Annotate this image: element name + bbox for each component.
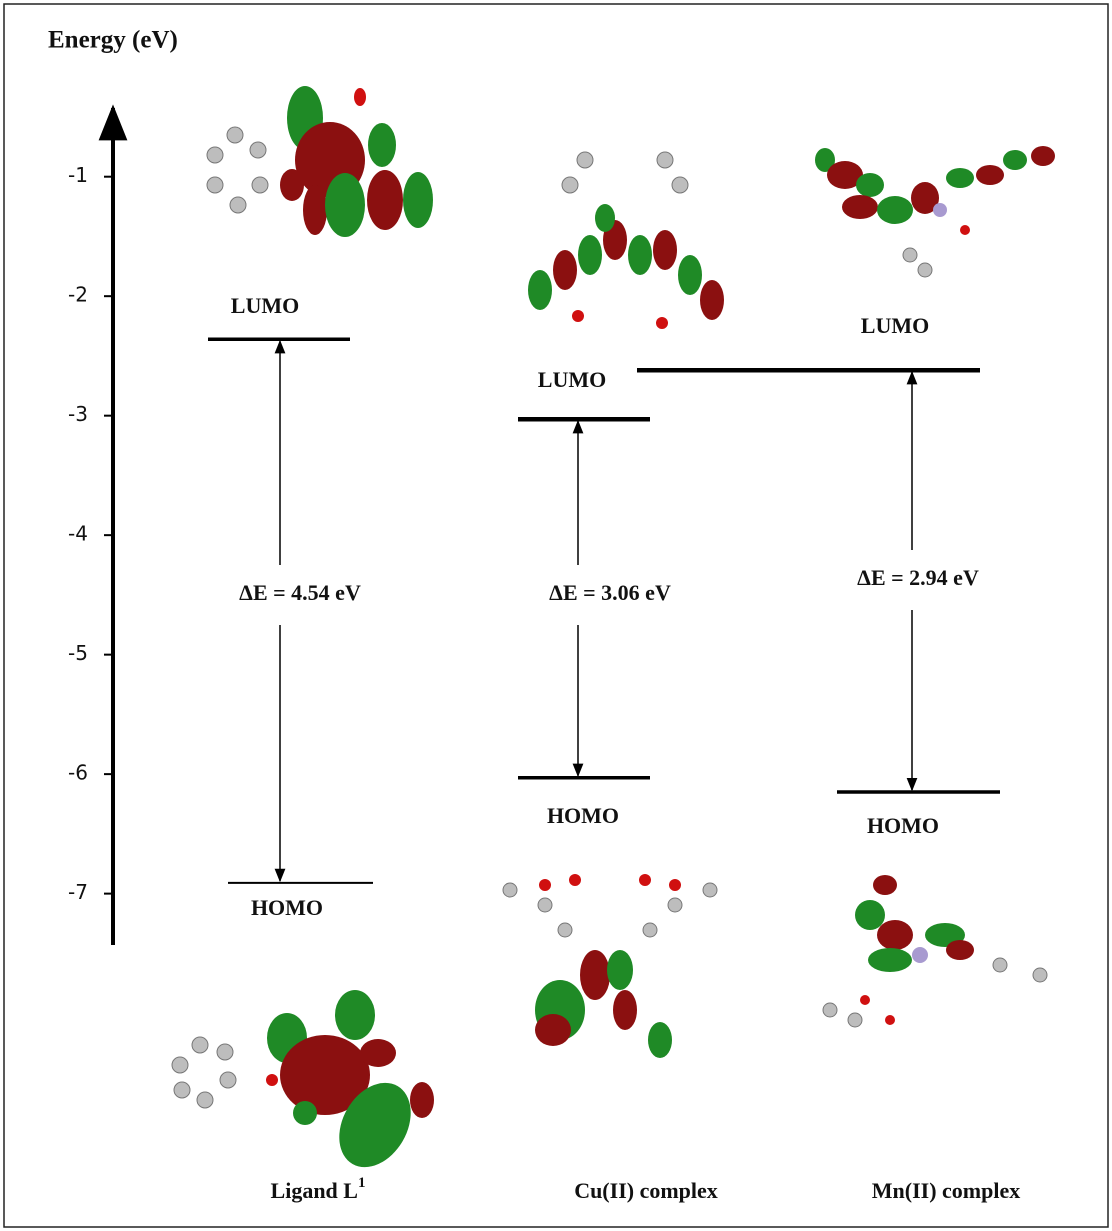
system-name: Cu(II) complex: [574, 1178, 718, 1203]
system-name: Ligand L1: [271, 1175, 366, 1203]
lumo-label: LUMO: [861, 313, 929, 338]
homo-label: HOMO: [547, 803, 619, 828]
gap-label: ΔE = 4.54 eV: [239, 580, 361, 605]
y-tick-label: -6: [68, 761, 88, 785]
axis-title: Energy (eV): [48, 27, 178, 54]
homo-label: HOMO: [867, 813, 939, 838]
system-name-sup: 1: [358, 1175, 366, 1191]
gap-label: ΔE = 2.94 eV: [857, 565, 979, 590]
system-name-text: Mn(II) complex: [872, 1178, 1020, 1203]
gap-label: ΔE = 3.06 eV: [549, 580, 671, 605]
system-name-text: Cu(II) complex: [574, 1178, 718, 1203]
y-tick-label: -4: [68, 522, 88, 546]
y-tick-label: -3: [68, 402, 88, 426]
y-tick-label: -1: [68, 163, 88, 187]
y-tick-label: -7: [68, 880, 88, 904]
lumo-label: LUMO: [538, 367, 606, 392]
system-name-text: Ligand L: [271, 1178, 358, 1203]
lumo-label: LUMO: [231, 293, 299, 318]
y-tick-label: -5: [68, 641, 88, 665]
system-name: Mn(II) complex: [872, 1178, 1020, 1203]
homo-label: HOMO: [251, 895, 323, 920]
y-tick-label: -2: [68, 283, 88, 307]
energy-diagram: Energy (eV) -1-2-3-4-5-6-7LUMOHO: [0, 0, 1112, 1231]
